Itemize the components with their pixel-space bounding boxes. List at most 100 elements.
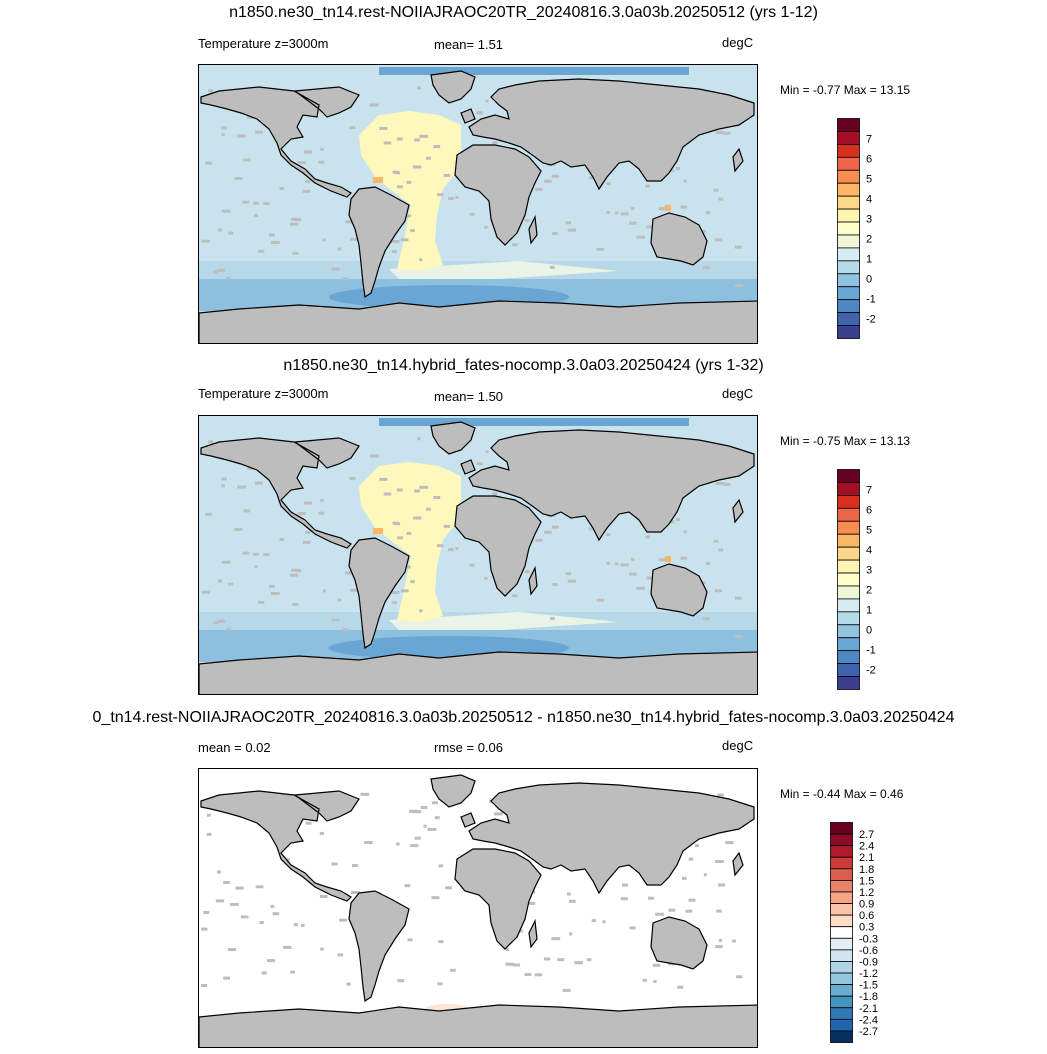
missing-cell — [484, 128, 492, 132]
missing-cell — [291, 568, 298, 572]
missing-cell — [579, 445, 588, 449]
missing-cell — [349, 477, 356, 480]
colorbar-tick-label: 4 — [866, 545, 872, 557]
colorbar-tick-label: -1.5 — [859, 980, 878, 992]
missing-cell — [438, 864, 444, 868]
missing-cell — [607, 476, 614, 480]
missing-cell — [699, 476, 707, 479]
missing-cell — [469, 212, 475, 216]
missing-cell — [366, 279, 373, 283]
missing-cell — [526, 890, 536, 894]
missing-cell — [258, 249, 265, 253]
missing-cell — [566, 892, 571, 896]
missing-cell — [460, 869, 469, 873]
missing-cell — [443, 173, 451, 177]
colorbar-tick-label: 0 — [866, 625, 872, 637]
missing-cell — [557, 958, 565, 962]
missing-cell — [260, 451, 268, 455]
missing-cell — [322, 589, 326, 593]
missing-cell — [504, 442, 509, 446]
missing-cell — [575, 503, 580, 507]
land-mass — [199, 301, 757, 343]
missing-cell — [383, 492, 392, 496]
missing-cell — [683, 179, 687, 183]
min-max-label: Min = -0.44 Max = 0.46 — [780, 787, 904, 801]
missing-cell — [346, 982, 351, 986]
missing-cell — [722, 131, 731, 135]
missing-cell — [591, 919, 597, 923]
missing-cell — [651, 92, 655, 96]
missing-cell — [305, 180, 311, 183]
missing-cell — [549, 616, 555, 620]
missing-cell — [511, 92, 515, 96]
coastline — [293, 86, 360, 118]
missing-cell — [350, 588, 358, 592]
missing-cell — [693, 474, 698, 478]
missing-cell — [484, 225, 488, 229]
missing-cell — [695, 794, 704, 798]
missing-cell — [479, 860, 486, 864]
colorbar-segment — [830, 856, 853, 870]
colorbar-tick-label: -2.7 — [859, 1026, 878, 1038]
missing-cell — [228, 231, 234, 235]
missing-cell — [414, 489, 420, 493]
missing-cell — [734, 245, 742, 249]
missing-cell — [319, 831, 324, 835]
missing-cell — [404, 884, 411, 888]
missing-cell — [724, 803, 730, 806]
missing-cell — [255, 130, 263, 134]
missing-cell — [655, 912, 664, 916]
missing-cell — [390, 590, 400, 594]
missing-cell — [305, 821, 312, 825]
warm-spot — [373, 528, 383, 534]
missing-cell — [227, 948, 237, 952]
coastline — [348, 890, 410, 1003]
missing-cell — [349, 126, 356, 129]
missing-cell — [226, 276, 231, 280]
missing-cell — [518, 886, 523, 890]
missing-cell — [397, 979, 405, 983]
missing-cell — [569, 932, 573, 936]
missing-cell — [208, 89, 214, 93]
missing-cell — [687, 578, 696, 582]
missing-cell — [291, 217, 298, 221]
missing-cell — [339, 918, 347, 922]
missing-cell — [207, 813, 211, 817]
coastline — [732, 498, 744, 524]
missing-cell — [391, 250, 397, 254]
rmse-label: rmse = 0.06 — [434, 740, 504, 755]
missing-cell — [717, 883, 726, 887]
colorbar-segment — [837, 182, 860, 197]
missing-cell — [658, 558, 666, 562]
colorbar-segment — [830, 845, 853, 858]
land-mass — [431, 71, 475, 103]
coastline — [460, 108, 476, 124]
missing-cell — [226, 627, 231, 631]
colorbar-segment — [837, 469, 860, 483]
missing-cell — [437, 193, 444, 197]
missing-cell — [512, 963, 521, 967]
missing-cell — [293, 923, 298, 927]
land-mass — [529, 217, 537, 243]
coastline — [460, 459, 476, 475]
missing-cell — [268, 233, 275, 237]
missing-cell — [577, 823, 585, 827]
colorbar-segment — [830, 1030, 853, 1043]
missing-cell — [448, 548, 454, 552]
coastline — [460, 812, 476, 828]
missing-cell — [283, 945, 292, 949]
missing-cell — [223, 976, 230, 980]
colorbar: 7 6 5 4 3 2 1 0 -1 -2 — [837, 469, 897, 691]
missing-cell — [652, 963, 661, 967]
coastline — [468, 78, 755, 191]
land-mass — [529, 568, 537, 594]
missing-cell — [535, 187, 543, 191]
missing-cell — [700, 581, 706, 585]
missing-cell — [320, 947, 324, 951]
warm-spot — [373, 177, 383, 183]
missing-cell — [292, 602, 299, 606]
missing-cell — [254, 214, 258, 218]
land-mass — [455, 496, 541, 596]
colorbar: 2.7 2.4 2.1 1.8 1.5 1.2 0.9 0.6 0.3 -0.3 -0.6 -0.9-… — [830, 822, 890, 1044]
missing-cell — [360, 792, 370, 796]
